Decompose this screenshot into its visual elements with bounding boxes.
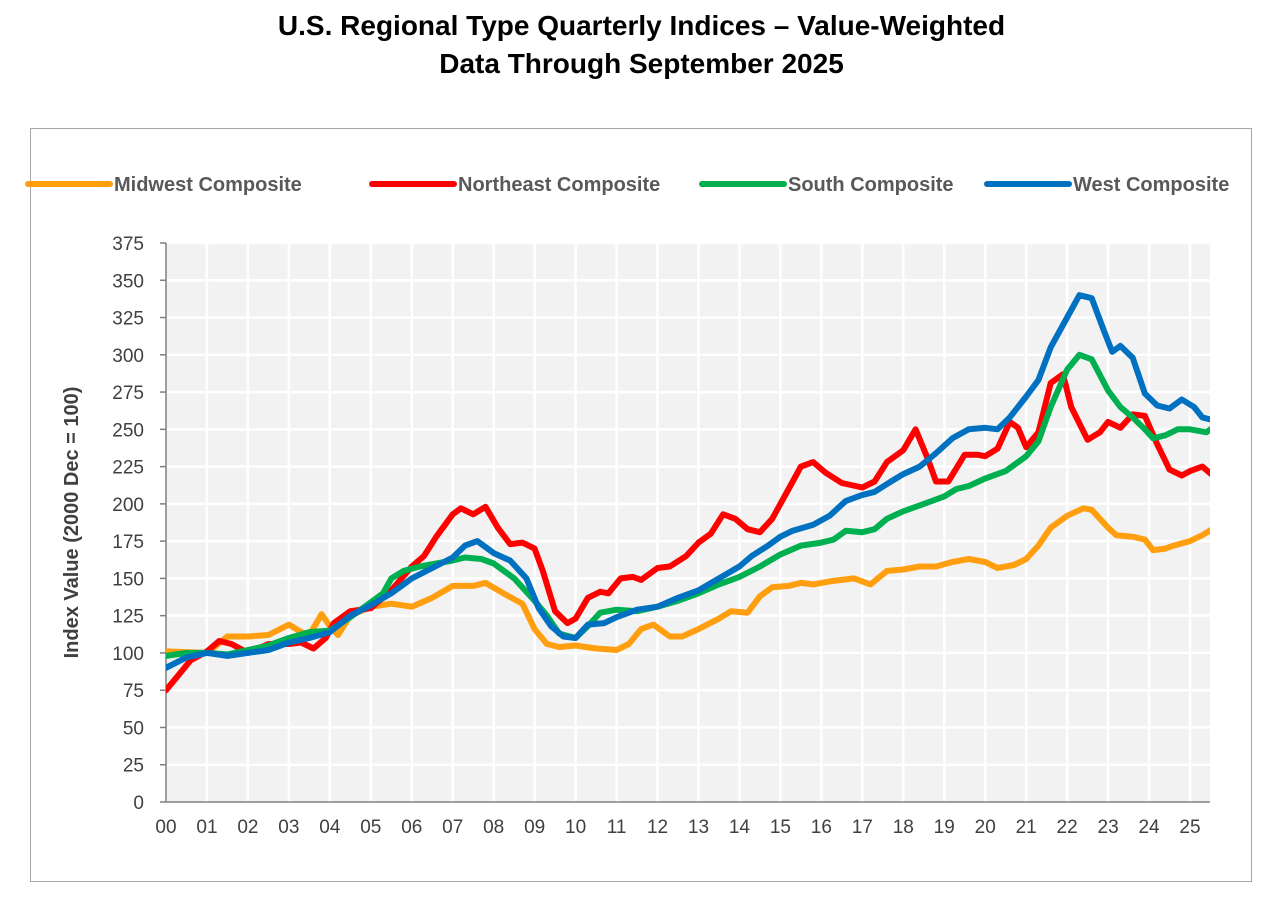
chart-subtitle: Data Through September 2025 [439,48,844,79]
y-axis-label: Index Value (2000 Dec = 100) [61,387,83,659]
y-tick-label: 375 [112,234,144,255]
y-tick-label: 50 [123,718,144,739]
legend-label: Northeast Composite [458,174,660,196]
x-tick-label: 18 [893,817,914,838]
x-tick-label: 01 [196,817,217,838]
series-line-south-composite [166,351,1210,659]
y-tick-label: 275 [112,383,144,404]
x-tick-label: 16 [811,817,832,838]
plot-area [166,243,1210,802]
y-tick-label: 0 [133,793,144,814]
x-tick-label: 10 [565,817,586,838]
y-tick-label: 250 [112,420,144,441]
chart-title: U.S. Regional Type Quarterly Indices – V… [277,10,1006,41]
y-tick-label: 100 [112,644,144,665]
x-tick-label: 25 [1179,817,1200,838]
x-tick-label: 24 [1138,817,1160,838]
x-tick-label: 02 [237,817,258,838]
x-tick-label: 03 [278,817,299,838]
series-line-west-composite [166,292,1210,671]
x-tick-label: 22 [1057,817,1078,838]
x-tick-label: 17 [852,817,873,838]
x-tick-label: 13 [688,817,709,838]
x-tick-label: 12 [647,817,668,838]
x-tick-label: 09 [524,817,545,838]
x-tick-label: 19 [934,817,955,838]
y-tick-label: 200 [112,495,144,516]
x-tick-label: 00 [155,817,176,838]
y-tick-label: 125 [112,607,144,628]
x-tick-label: 06 [401,817,422,838]
x-tick-label: 07 [442,817,463,838]
x-tick-label: 21 [1016,817,1037,838]
y-tick-label: 350 [112,271,144,292]
x-tick-label: 23 [1098,817,1119,838]
chart-frame [30,128,1252,882]
y-tick-label: 325 [112,309,144,330]
x-tick-label: 05 [360,817,381,838]
x-tick-label: 11 [607,817,627,838]
y-tick-label: 150 [112,569,144,590]
x-tick-label: 08 [483,817,504,838]
y-tick-label: 25 [123,756,144,777]
x-tick-label: 15 [770,817,791,838]
legend-label: South Composite [788,174,954,196]
y-tick-label: 300 [112,346,144,367]
x-tick-label: 20 [975,817,996,838]
legend-label: Midwest Composite [114,174,302,196]
y-tick-label: 75 [123,681,144,702]
legend-label: West Composite [1073,174,1229,196]
x-tick-label: 04 [319,817,341,838]
y-tick-label: 225 [112,458,144,479]
y-tick-label: 175 [112,532,144,553]
x-tick-label: 14 [729,817,751,838]
